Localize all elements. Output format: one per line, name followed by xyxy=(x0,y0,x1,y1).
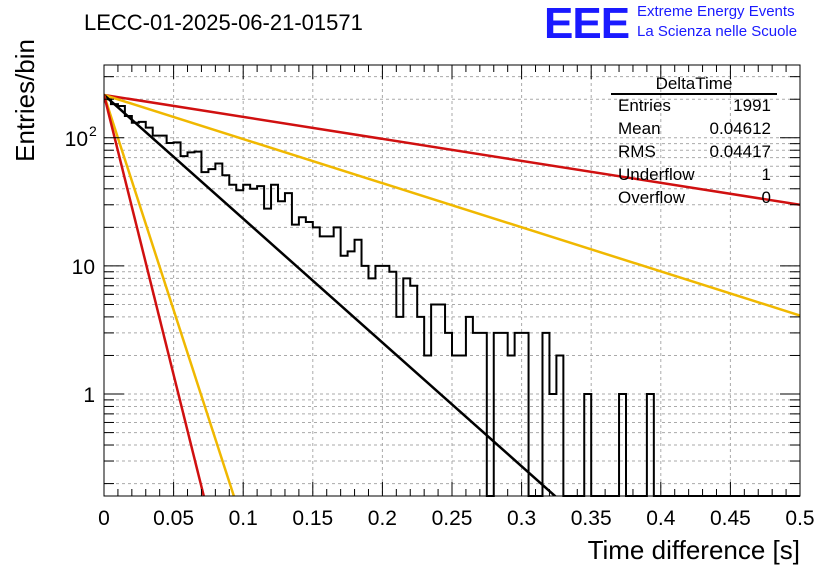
x-axis-label: Time difference [s] xyxy=(588,535,800,565)
x-tick-label: 0.5 xyxy=(785,507,814,530)
stats-row-rms: RMS 0.04417 xyxy=(611,142,777,165)
x-tick-label: 0 xyxy=(98,507,110,530)
stats-box: DeltaTime Entries 1991 Mean 0.04612 RMS … xyxy=(611,74,777,211)
stats-value: 0.04612 xyxy=(709,119,771,138)
stats-value: 1 xyxy=(761,165,771,184)
stats-label: Overflow xyxy=(618,188,686,207)
y-tick-exponent: 2 xyxy=(89,123,97,139)
x-tick-label: 0.25 xyxy=(432,507,473,530)
stats-value: 0 xyxy=(761,188,771,207)
stats-value: 1991 xyxy=(733,96,771,115)
fit-line xyxy=(104,94,206,496)
x-tick-label: 0.15 xyxy=(292,507,333,530)
tick-labels: 0 0.05 0.1 0.15 0.2 0.25 0.3 0.35 0.4 0.45 0.51101… xyxy=(65,123,815,530)
logo-subtitle-1: Extreme Energy Events xyxy=(637,3,795,20)
y-axis-label: Entries/bin xyxy=(10,39,40,162)
stats-row-entries: Entries 1991 xyxy=(611,96,777,119)
stats-label: Mean xyxy=(618,119,661,138)
stats-value: 0.04417 xyxy=(709,142,771,161)
axis-ticks xyxy=(103,65,801,496)
stats-row-mean: Mean 0.04612 xyxy=(611,119,777,142)
fit-line xyxy=(104,94,236,496)
y-tick-label: 1 xyxy=(83,384,95,407)
x-tick-label: 0.1 xyxy=(229,507,258,530)
histogram-series xyxy=(104,98,800,497)
x-tick-label: 0.35 xyxy=(571,507,612,530)
x-tick-label: 0.3 xyxy=(507,507,536,530)
x-tick-label: 0.45 xyxy=(710,507,751,530)
y-tick-label: 10 xyxy=(72,256,95,279)
stats-label: Underflow xyxy=(618,165,695,184)
x-tick-label: 0.4 xyxy=(646,507,676,530)
stats-label: RMS xyxy=(618,142,656,161)
stats-row-overflow: Overflow 0 xyxy=(611,188,777,211)
histogram-line xyxy=(104,98,800,497)
eee-logo: EEE xyxy=(544,0,630,48)
fit-line xyxy=(104,94,557,496)
fit-line xyxy=(104,93,800,207)
fit-lines xyxy=(104,93,800,496)
stats-label: Entries xyxy=(618,96,671,115)
stats-row-underflow: Underflow 1 xyxy=(611,165,777,188)
stats-title: DeltaTime xyxy=(655,74,733,93)
x-tick-label: 0.2 xyxy=(368,507,397,530)
logo-subtitle-2: La Scienza nelle Scuole xyxy=(637,23,798,40)
x-tick-label: 0.05 xyxy=(153,507,194,530)
plot-title: LECC-01-2025-06-21-01571 xyxy=(84,10,363,35)
fit-line xyxy=(104,93,800,317)
stats-divider xyxy=(611,93,777,95)
y-tick-label: 10 xyxy=(65,128,88,151)
